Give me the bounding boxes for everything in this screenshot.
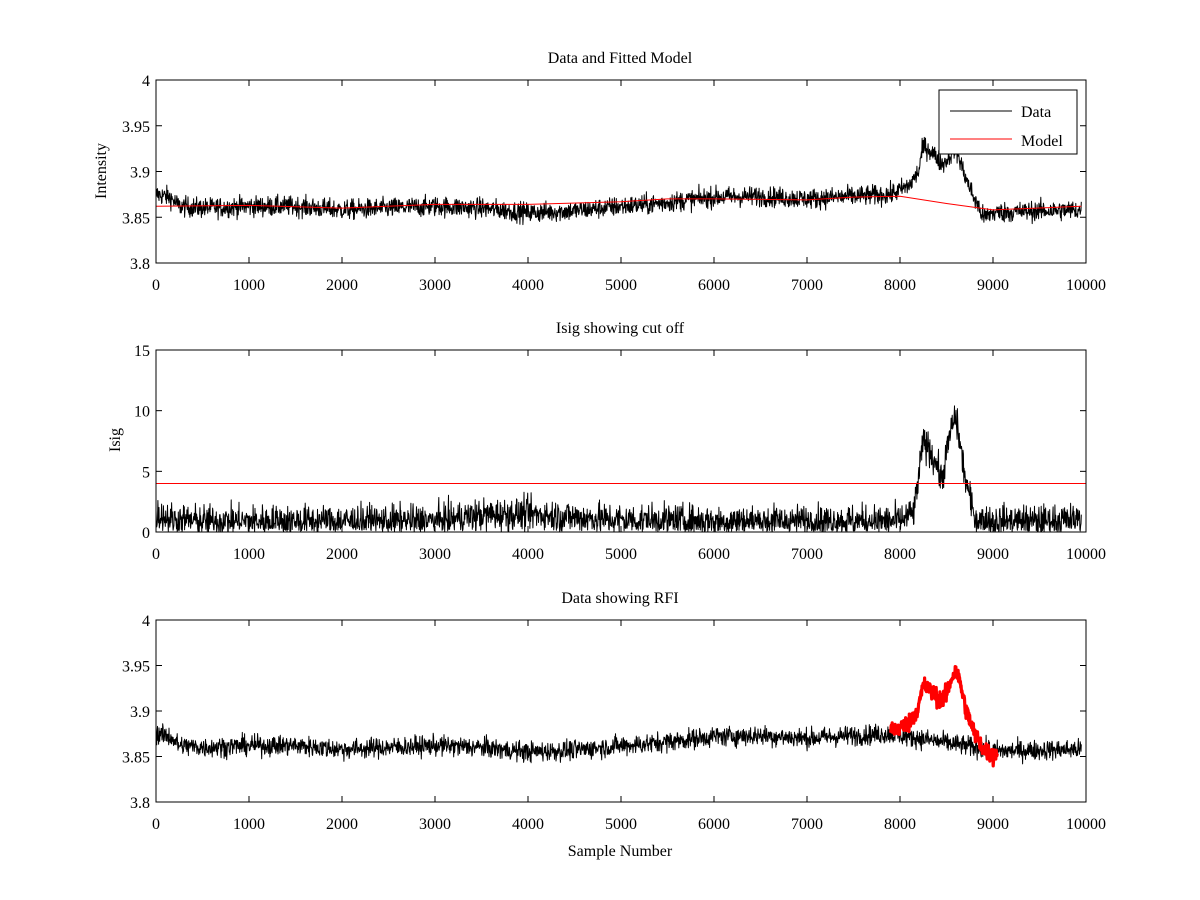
y-axis-label: Intensity [93,143,110,199]
series-line-isig [155,405,1082,533]
y-tick-label: 3.95 [122,119,150,136]
y-tick-label: 3.8 [130,256,150,273]
x-tick-label: 6000 [698,546,730,563]
y-tick-label: 15 [134,343,150,360]
axis-layer: 0 1000 2000 3000 4000 5000 6000 7000 8000 9000 100… [122,73,1106,294]
x-tick-label: 6000 [698,816,730,833]
panel-data-and-fitted-model: Data and Fitted Model Intensity 0 1000 200… [93,50,1106,294]
x-tick-label: 4000 [512,816,544,833]
x-tick-label: 2000 [326,816,358,833]
plot-frame [155,619,1087,803]
x-tick-label: 2000 [326,546,358,563]
legend-label-data: Data [1021,104,1051,121]
x-tick-label: 1000 [233,277,265,294]
x-tick-label: 8000 [884,277,916,294]
series-layer [155,136,1082,226]
series-line-rfi [889,664,999,768]
chart-title: Data showing RFI [561,590,678,607]
x-tick-label: 0 [152,277,160,294]
x-tick-label: 5000 [605,816,637,833]
y-tick-label: 3.85 [122,750,150,767]
x-tick-label: 6000 [698,277,730,294]
y-tick-label: 5 [142,464,150,481]
x-tick-label: 4000 [512,546,544,563]
x-tick-label: 9000 [977,277,1009,294]
x-tick-label: 1000 [233,546,265,563]
x-tick-label: 8000 [884,816,916,833]
x-tick-label: 9000 [977,546,1009,563]
x-tick-label: 3000 [419,277,451,294]
y-tick-label: 0 [142,525,150,542]
panel-isig-showing-cut-off: Isig showing cut off Isig 0 1000 2000 3000 4… [107,320,1106,563]
x-tick-label: 7000 [791,546,823,563]
y-tick-label: 3.9 [130,704,150,721]
y-tick-label: 3.8 [130,795,150,812]
y-tick-label: 3.95 [122,659,150,676]
x-tick-label: 10000 [1066,816,1106,833]
x-tick-label: 7000 [791,816,823,833]
x-tick-label: 9000 [977,816,1009,833]
series-layer [155,664,1082,768]
x-tick-label: 10000 [1066,277,1106,294]
axis-layer: 0 1000 2000 3000 4000 5000 6000 7000 8000 9000 100… [122,613,1106,833]
x-tick-label: 3000 [419,816,451,833]
y-axis-label: Isig [107,428,124,452]
x-tick-label: 7000 [791,277,823,294]
x-tick-label: 0 [152,816,160,833]
chart-title: Isig showing cut off [556,320,685,337]
legend: Data Model [938,89,1078,155]
series-line-data [155,723,1082,765]
chart-title: Data and Fitted Model [548,50,693,67]
series-layer [155,405,1086,533]
x-tick-label: 3000 [419,546,451,563]
series-line-data [155,136,1082,226]
x-tick-label: 5000 [605,546,637,563]
x-axis-label: Sample Number [568,843,673,860]
legend-label-model: Model [1021,133,1063,150]
y-tick-label: 4 [142,613,150,630]
x-tick-label: 1000 [233,816,265,833]
y-tick-label: 3.9 [130,165,150,182]
legend-box [938,89,1078,155]
series-line-model [155,195,1082,211]
panel-data-showing-rfi: Data showing RFI Sample Number 0 1000 2000… [122,590,1106,860]
y-tick-label: 3.85 [122,210,150,227]
axis-layer: 0 1000 2000 3000 4000 5000 6000 7000 8000 9000 100… [134,343,1106,563]
x-tick-label: 2000 [326,277,358,294]
y-tick-label: 10 [134,404,150,421]
x-tick-label: 10000 [1066,546,1106,563]
x-tick-label: 0 [152,546,160,563]
x-tick-label: 5000 [605,277,637,294]
x-tick-label: 4000 [512,277,544,294]
x-tick-label: 8000 [884,546,916,563]
y-tick-label: 4 [142,73,150,90]
